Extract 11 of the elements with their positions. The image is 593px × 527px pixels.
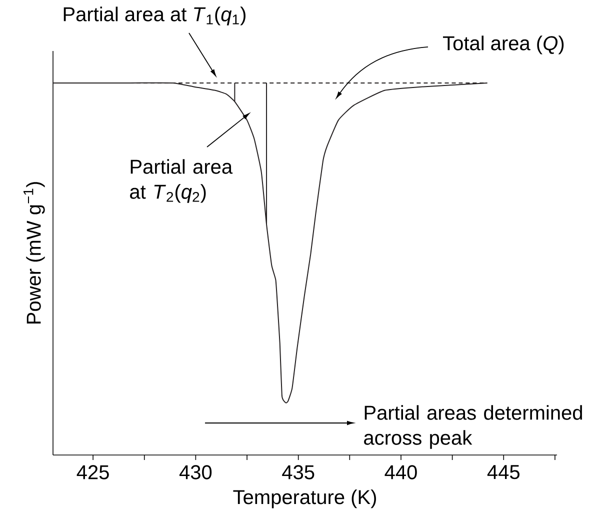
x-tick-label: 445: [487, 465, 520, 480]
text: Partial area at T$_{1}$(q$_{1}$): [64, 6, 246, 26]
text: Total area (Q): [443, 36, 564, 54]
annotation: Partial areas determined across peak: [364, 405, 582, 449]
y-axis-title: Power (mW g$^{−1}$): [24, 182, 45, 324]
annotation: Partial area at T$_{2}$(q$_{2}$): [130, 159, 233, 203]
x-tick-label: 435: [282, 465, 314, 480]
x-tick-label: 430: [179, 465, 212, 480]
x-tick-label: 425: [76, 465, 109, 480]
x-axis-title: Temperature (K): [233, 490, 376, 508]
x-tick-label: 440: [384, 465, 417, 480]
